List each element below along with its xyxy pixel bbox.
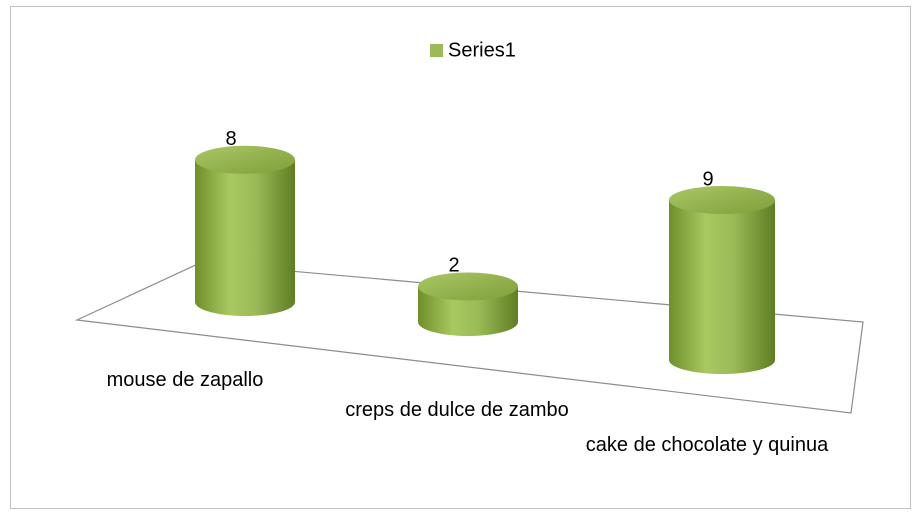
x-tick-label: cake de chocolate y quinua [585,434,829,456]
data-label: 2 [448,255,459,277]
bar-top [195,145,295,174]
bar-body [195,159,295,316]
x-tick-label: creps de dulce de zambo [345,399,569,421]
data-label: 8 [225,128,236,150]
x-tick-label: mouse de zapallo [106,369,264,391]
chart-border [10,6,911,509]
bar-top [418,272,518,301]
data-label: 9 [702,168,713,190]
floor [74,262,864,414]
bar-body [418,286,518,336]
bar-top [669,186,775,214]
legend-swatch [430,44,443,57]
legend-label: Series1 [448,39,516,61]
bar-body [669,200,775,374]
